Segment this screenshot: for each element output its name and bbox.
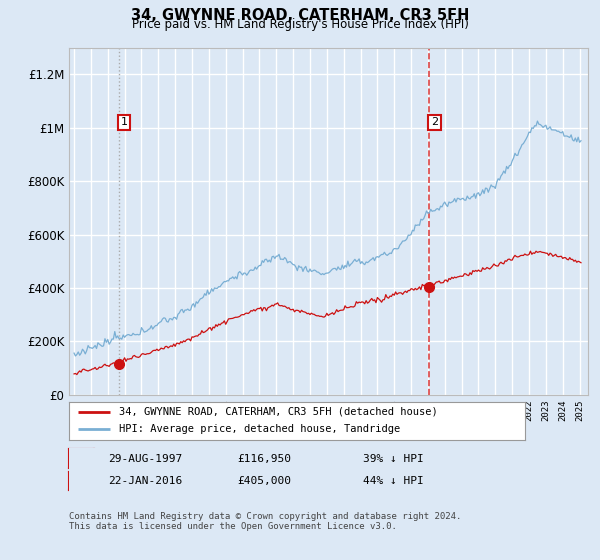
Text: 34, GWYNNE ROAD, CATERHAM, CR3 5FH (detached house): 34, GWYNNE ROAD, CATERHAM, CR3 5FH (deta… (119, 407, 438, 417)
Text: £405,000: £405,000 (237, 476, 291, 486)
Text: 34, GWYNNE ROAD, CATERHAM, CR3 5FH: 34, GWYNNE ROAD, CATERHAM, CR3 5FH (131, 8, 469, 24)
Text: 2: 2 (431, 118, 438, 127)
Text: Contains HM Land Registry data © Crown copyright and database right 2024.
This d: Contains HM Land Registry data © Crown c… (69, 512, 461, 531)
Text: 1: 1 (78, 454, 85, 463)
Text: HPI: Average price, detached house, Tandridge: HPI: Average price, detached house, Tand… (119, 424, 400, 435)
Text: 29-AUG-1997: 29-AUG-1997 (108, 454, 182, 464)
Text: £116,950: £116,950 (237, 454, 291, 464)
Text: 39% ↓ HPI: 39% ↓ HPI (363, 454, 424, 464)
Text: 22-JAN-2016: 22-JAN-2016 (108, 476, 182, 486)
Text: 2: 2 (78, 476, 85, 486)
Text: Price paid vs. HM Land Registry's House Price Index (HPI): Price paid vs. HM Land Registry's House … (131, 18, 469, 31)
Text: 1: 1 (121, 118, 128, 127)
Text: 44% ↓ HPI: 44% ↓ HPI (363, 476, 424, 486)
